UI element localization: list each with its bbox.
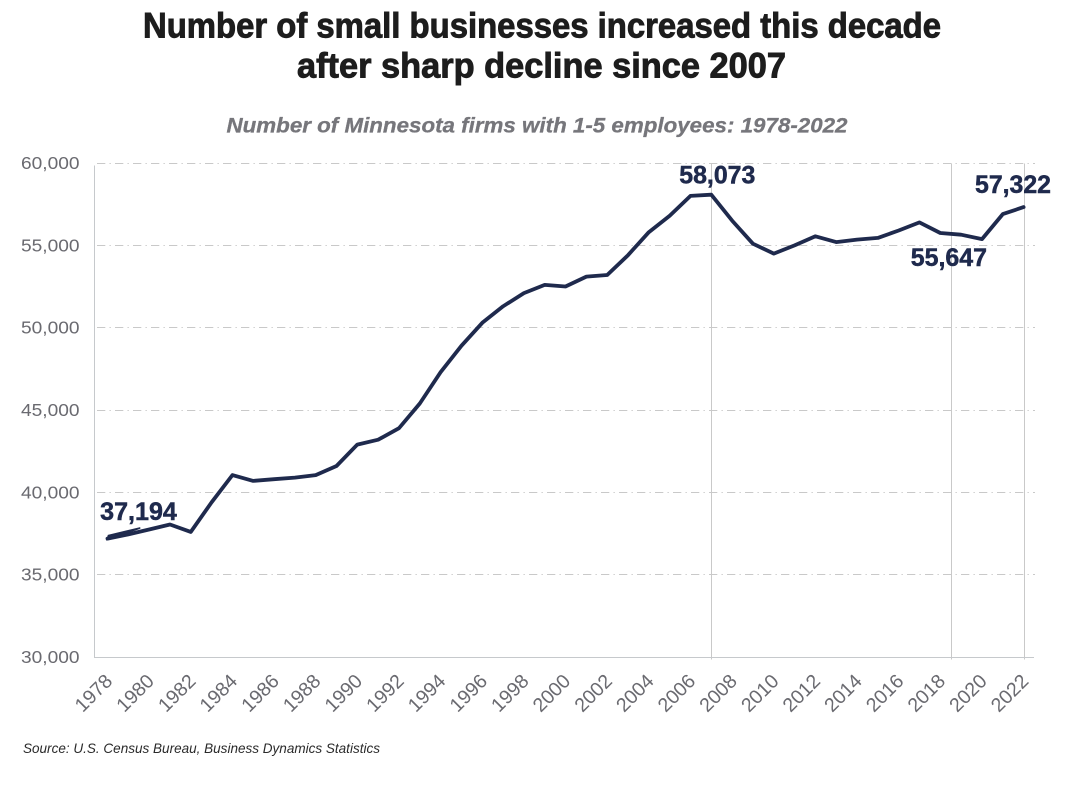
svg-text:2012: 2012 bbox=[779, 670, 825, 716]
svg-text:1978: 1978 bbox=[71, 670, 117, 716]
svg-text:2004: 2004 bbox=[612, 670, 658, 716]
svg-text:1996: 1996 bbox=[446, 670, 492, 716]
svg-text:1994: 1994 bbox=[404, 670, 450, 716]
svg-text:45,000: 45,000 bbox=[21, 400, 80, 420]
svg-text:2006: 2006 bbox=[654, 670, 700, 716]
svg-text:1988: 1988 bbox=[279, 670, 325, 716]
svg-text:1984: 1984 bbox=[196, 670, 242, 716]
svg-text:55,647: 55,647 bbox=[911, 245, 987, 272]
svg-text:2008: 2008 bbox=[695, 670, 741, 716]
svg-text:2016: 2016 bbox=[862, 670, 908, 716]
svg-text:2000: 2000 bbox=[529, 670, 575, 716]
svg-text:Number of Minnesota firms with: Number of Minnesota firms with 1-5 emplo… bbox=[227, 113, 848, 137]
svg-text:1982: 1982 bbox=[154, 670, 200, 716]
svg-text:2022: 2022 bbox=[987, 670, 1033, 716]
svg-text:58,073: 58,073 bbox=[679, 163, 755, 190]
svg-text:30,000: 30,000 bbox=[21, 647, 80, 667]
svg-text:1990: 1990 bbox=[321, 670, 367, 716]
svg-text:37,194: 37,194 bbox=[100, 499, 177, 526]
svg-text:after sharp decline since 2007: after sharp decline since 2007 bbox=[297, 47, 786, 86]
svg-text:1992: 1992 bbox=[362, 670, 408, 716]
svg-text:2010: 2010 bbox=[737, 670, 783, 716]
svg-text:2002: 2002 bbox=[570, 670, 616, 716]
svg-text:Number of small businesses inc: Number of small businesses increased thi… bbox=[143, 7, 941, 46]
svg-text:2018: 2018 bbox=[904, 670, 950, 716]
svg-text:55,000: 55,000 bbox=[21, 235, 80, 255]
svg-text:57,322: 57,322 bbox=[975, 172, 1051, 199]
svg-text:60,000: 60,000 bbox=[21, 153, 80, 173]
svg-text:1986: 1986 bbox=[237, 670, 283, 716]
svg-text:2020: 2020 bbox=[945, 670, 991, 716]
svg-text:Source: U.S. Census Bureau, Bu: Source: U.S. Census Bureau, Business Dyn… bbox=[23, 741, 380, 756]
svg-text:50,000: 50,000 bbox=[21, 318, 80, 338]
svg-text:35,000: 35,000 bbox=[21, 565, 80, 585]
svg-text:1998: 1998 bbox=[487, 670, 533, 716]
svg-text:2014: 2014 bbox=[820, 670, 866, 716]
svg-text:1980: 1980 bbox=[112, 670, 158, 716]
svg-text:40,000: 40,000 bbox=[21, 482, 80, 502]
